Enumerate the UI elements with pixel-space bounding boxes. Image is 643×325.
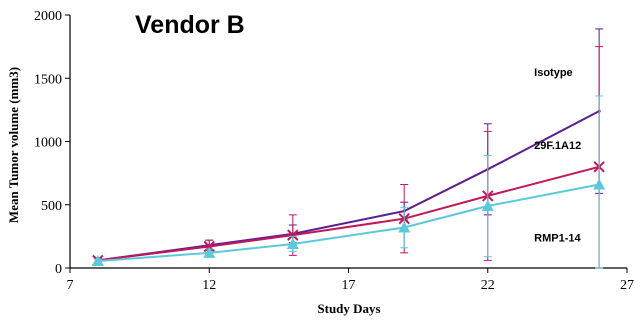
y-tick-label: 1000 xyxy=(34,136,62,151)
x-tick-label: 17 xyxy=(342,278,356,293)
axes: 0 500 1000 1500 2000 7 12 17 22 27 xyxy=(34,9,634,293)
series-line xyxy=(97,110,600,262)
y-axis-label: Mean Tumor volume (mm3) xyxy=(6,67,21,223)
x-tick-label: 12 xyxy=(202,278,216,293)
data-point xyxy=(91,255,104,267)
x-tick-label: 22 xyxy=(481,278,495,293)
x-tick-label: 7 xyxy=(67,278,74,293)
y-tick-label: 500 xyxy=(41,199,62,214)
y-tick-label: 2000 xyxy=(34,9,62,24)
series-rmp1-14: RMP1-14 xyxy=(91,95,606,269)
x-tick-label: 27 xyxy=(620,278,634,293)
data-point xyxy=(203,246,216,258)
data-point xyxy=(593,178,606,190)
y-tick-label: 1500 xyxy=(34,72,62,87)
series-29f-1a12: 29F.1A12 xyxy=(92,46,605,269)
plot-area: Isotype 29F.1A12 RMP1-14 xyxy=(91,28,606,269)
data-point xyxy=(287,229,299,241)
series-line xyxy=(97,183,600,263)
data-point xyxy=(481,200,494,212)
series-label: Isotype xyxy=(534,67,573,79)
series-line xyxy=(97,165,600,262)
x-axis-label: Study Days xyxy=(317,301,380,316)
data-point xyxy=(203,240,215,253)
series-label: RMP1-14 xyxy=(534,233,581,245)
chart-title: Vendor B xyxy=(135,11,245,39)
data-point xyxy=(398,221,411,233)
y-tick-label: 0 xyxy=(55,262,62,277)
data-point xyxy=(286,237,299,249)
series-label: 29F.1A12 xyxy=(534,140,581,152)
